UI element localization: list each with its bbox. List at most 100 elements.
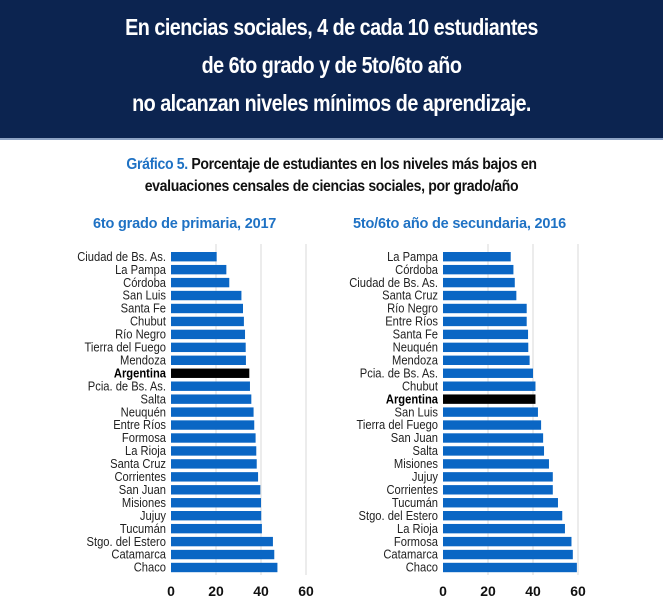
left-bar-santa-cruz: [171, 459, 257, 469]
left-category-label: Corrientes: [114, 469, 166, 484]
left-category-label: Neuquén: [121, 405, 166, 420]
left-category-label: Pcia. de Bs. As.: [88, 379, 166, 394]
left-bar-formosa: [171, 433, 256, 443]
left-bar-argentina: [171, 368, 250, 378]
left-panel-title: 6to grado de primaria, 2017: [93, 216, 277, 232]
left-bar-neuquén: [171, 407, 254, 417]
right-category-label: Ciudad de Bs. As.: [349, 275, 438, 290]
left-category-label: San Juan: [119, 482, 166, 497]
right-bar-san-juan: [443, 433, 544, 443]
right-bar-argentina: [443, 394, 536, 404]
headline-banner: En ciencias sociales, 4 de cada 10 estud…: [0, 0, 663, 140]
right-bar-formosa: [443, 536, 572, 547]
left-category-label: Ciudad de Bs. As.: [77, 249, 166, 264]
headline-line-2: de 6to grado y de 5to/6to año: [201, 52, 462, 78]
right-bar-corrientes: [443, 485, 553, 495]
right-category-label: Mendoza: [392, 353, 438, 368]
right-bar-misiones: [443, 459, 549, 469]
right-tick-label-40: 40: [525, 583, 541, 599]
left-bar-tierra-del-fuego: [171, 342, 246, 353]
right-bar-stgo-del-estero: [443, 511, 563, 521]
left-bar-pcia-de-bs-as-: [171, 381, 250, 391]
right-category-label: La Rioja: [397, 521, 438, 536]
right-bar-catamarca: [443, 549, 573, 560]
right-bar-chaco: [443, 562, 577, 573]
left-category-label: Stgo. del Estero: [87, 534, 167, 549]
left-bar-chaco: [171, 562, 278, 573]
left-category-label: San Luis: [123, 288, 166, 303]
right-category-label: Córdoba: [395, 262, 438, 277]
left-tick-label-0: 0: [167, 583, 175, 599]
right-category-label: Corrientes: [386, 482, 438, 497]
left-bar-san-juan: [171, 485, 261, 495]
left-bar-la-pampa: [171, 264, 227, 275]
left-category-label: Río Negro: [115, 327, 166, 342]
figure-title-line-2: evaluaciones censales de ciencias social…: [144, 178, 519, 195]
left-bar-catamarca: [171, 549, 275, 560]
right-bar-san-luis: [443, 407, 538, 417]
right-bar-la-rioja: [443, 523, 565, 534]
left-bar-córdoba: [171, 277, 230, 288]
left-category-label: Santa Fe: [121, 301, 167, 316]
right-category-label: Stgo. del Estero: [359, 508, 439, 523]
left-category-label: Mendoza: [120, 353, 166, 368]
left-category-label: Tucumán: [120, 521, 166, 536]
left-category-label: La Rioja: [125, 443, 166, 458]
left-bar-san-luis: [171, 290, 242, 301]
left-bar-tucumán: [171, 523, 262, 534]
left-category-label: Salta: [141, 392, 167, 407]
left-category-label: Santa Cruz: [110, 456, 166, 471]
left-bar-entre-ríos: [171, 420, 255, 430]
right-category-label: Río Negro: [387, 301, 438, 316]
right-category-label: Chaco: [406, 560, 439, 575]
figure-title-line-1: Gráfico 5. Porcentaje de estudiantes en …: [40, 156, 623, 174]
left-tick-label-20: 20: [208, 583, 224, 599]
left-category-label: Misiones: [122, 495, 166, 510]
left-category-label: Argentina: [114, 366, 166, 381]
right-category-label: Salta: [413, 443, 439, 458]
right-category-label: Entre Ríos: [385, 314, 438, 329]
right-bar-río-negro: [443, 303, 527, 314]
figure-title-text: Porcentaje de estudiantes en los niveles…: [191, 156, 537, 173]
left-bar-chubut: [171, 316, 244, 327]
left-tick-label-60: 60: [298, 583, 314, 599]
left-category-label: La Pampa: [115, 262, 166, 277]
left-bar-río-negro: [171, 329, 246, 340]
right-tick-label-0: 0: [439, 583, 447, 599]
right-bar-mendoza: [443, 355, 530, 365]
left-bar-mendoza: [171, 355, 246, 365]
right-bar-chubut: [443, 381, 536, 391]
left-category-label: Jujuy: [140, 508, 167, 523]
left-category-label: Tierra del Fuego: [84, 340, 166, 355]
headline-line-3: no alcanzan niveles mínimos de aprendiza…: [132, 90, 531, 116]
right-bar-jujuy: [443, 472, 553, 482]
right-category-label: Pcia. de Bs. As.: [360, 366, 438, 381]
left-bar-salta: [171, 394, 252, 404]
right-bar-la-pampa: [443, 252, 511, 262]
left-category-label: Entre Ríos: [113, 417, 166, 432]
left-category-label: Córdoba: [123, 275, 166, 290]
right-bar-tucumán: [443, 498, 558, 508]
right-category-label: Tierra del Fuego: [356, 417, 438, 432]
right-panel-title: 5to/6to año de secundaria, 2016: [353, 216, 566, 232]
right-tick-label-60: 60: [570, 583, 586, 599]
left-category-label: Chaco: [134, 560, 167, 575]
right-category-label: Santa Cruz: [382, 288, 438, 303]
left-category-label: Catamarca: [111, 547, 166, 562]
left-bar-corrientes: [171, 472, 259, 482]
left-category-label: Formosa: [122, 430, 166, 445]
right-bar-santa-cruz: [443, 290, 517, 301]
left-bar-santa-fe: [171, 303, 243, 314]
left-tick-label-40: 40: [253, 583, 269, 599]
right-category-label: Chubut: [402, 379, 439, 394]
left-bar-la-rioja: [171, 446, 257, 456]
left-bar-misiones: [171, 498, 261, 508]
headline-line-1: En ciencias sociales, 4 de cada 10 estud…: [125, 14, 538, 40]
right-tick-label-20: 20: [480, 583, 496, 599]
left-category-label: Chubut: [130, 314, 167, 329]
right-category-label: San Luis: [395, 405, 438, 420]
right-bar-ciudad-de-bs-as-: [443, 277, 515, 288]
right-bar-santa-fe: [443, 329, 529, 340]
right-bar-entre-ríos: [443, 316, 527, 327]
